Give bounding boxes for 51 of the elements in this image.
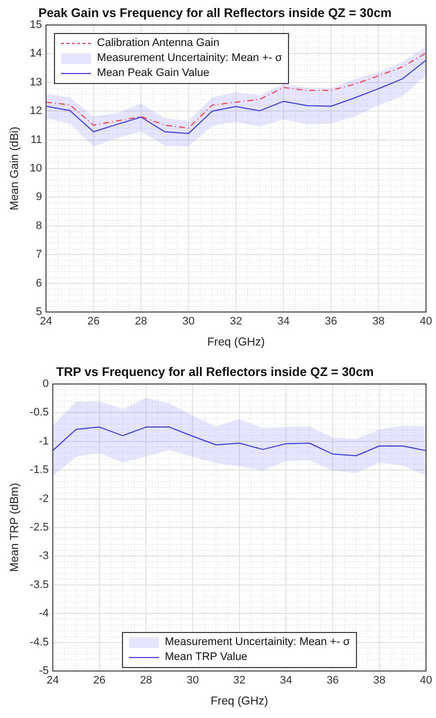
y-tick-label: 5 bbox=[36, 306, 42, 318]
x-tick-label: 32 bbox=[233, 674, 246, 687]
y-tick-label: -1.5 bbox=[30, 464, 49, 476]
y-axis-title: Mean Gain (dBi) bbox=[9, 126, 22, 210]
x-tick-label: 34 bbox=[280, 674, 292, 687]
x-tick-label: 28 bbox=[140, 674, 152, 687]
x-tick-label: 32 bbox=[230, 316, 242, 328]
y-tick-label: 11 bbox=[30, 134, 42, 146]
y-tick-label: 8 bbox=[36, 220, 42, 232]
annotation: Measurement Uncertainity: Mean +- σ bbox=[164, 635, 350, 650]
y-tick-label: -5 bbox=[38, 665, 49, 678]
y-tick-label: -1 bbox=[38, 435, 49, 448]
y-tick-label: -4.5 bbox=[30, 636, 49, 648]
y-tick-label: 7 bbox=[36, 248, 42, 261]
y-tick-label: -3 bbox=[38, 550, 49, 562]
x-tick-label: 24 bbox=[46, 674, 59, 687]
x-tick-label: 40 bbox=[420, 674, 432, 687]
annotation: Measurement Uncertainity: Mean +- σ bbox=[97, 51, 282, 66]
y-tick-label: 14 bbox=[30, 48, 42, 60]
x-tick-label: 26 bbox=[93, 674, 106, 687]
x-tick-label: 38 bbox=[373, 674, 386, 687]
y-tick-label: 15 bbox=[30, 19, 42, 32]
x-tick-label: 24 bbox=[40, 316, 52, 328]
y-axis-title: Mean TRP (dBm) bbox=[9, 482, 22, 572]
y-tick-label: -2.5 bbox=[30, 522, 49, 534]
y-tick-label: 6 bbox=[36, 277, 42, 290]
y-tick-label: 9 bbox=[36, 191, 42, 204]
x-tick-label: 34 bbox=[277, 316, 290, 328]
legend-label: Mean TRP Value bbox=[164, 650, 248, 665]
x-tick-label: 36 bbox=[324, 316, 338, 328]
x-tick-label: 38 bbox=[372, 316, 385, 328]
y-tick-label: -0.5 bbox=[30, 406, 49, 419]
y-tick-label: -2 bbox=[38, 492, 49, 505]
x-tick-label: 26 bbox=[87, 316, 100, 328]
y-tick-label: -3.5 bbox=[30, 578, 49, 591]
y-tick-label: 0 bbox=[42, 378, 49, 390]
x-tick-label: 30 bbox=[186, 674, 199, 687]
x-tick-label: 40 bbox=[420, 316, 432, 328]
y-tick-label: -4 bbox=[38, 608, 49, 620]
y-tick-label: 12 bbox=[30, 105, 42, 118]
x-axis-title: Freq (GHz) bbox=[207, 336, 265, 348]
x-axis-title: Freq (GHz) bbox=[210, 695, 268, 708]
legend-label: Mean Peak Gain Value bbox=[97, 66, 210, 81]
legend-label: Calibration Antenna Gain bbox=[97, 36, 220, 51]
x-tick-label: 28 bbox=[134, 316, 148, 328]
x-tick-label: 30 bbox=[182, 316, 195, 328]
y-tick-label: 13 bbox=[30, 76, 42, 88]
chart-title: Peak Gain vs Frequency for all Reflectors inside QZ = 30cm bbox=[38, 6, 392, 20]
y-tick-label: 10 bbox=[30, 162, 42, 175]
x-tick-label: 36 bbox=[326, 674, 339, 687]
chart-title: TRP vs Frequency for all Reflectors inside QZ = 30cm bbox=[56, 364, 374, 379]
